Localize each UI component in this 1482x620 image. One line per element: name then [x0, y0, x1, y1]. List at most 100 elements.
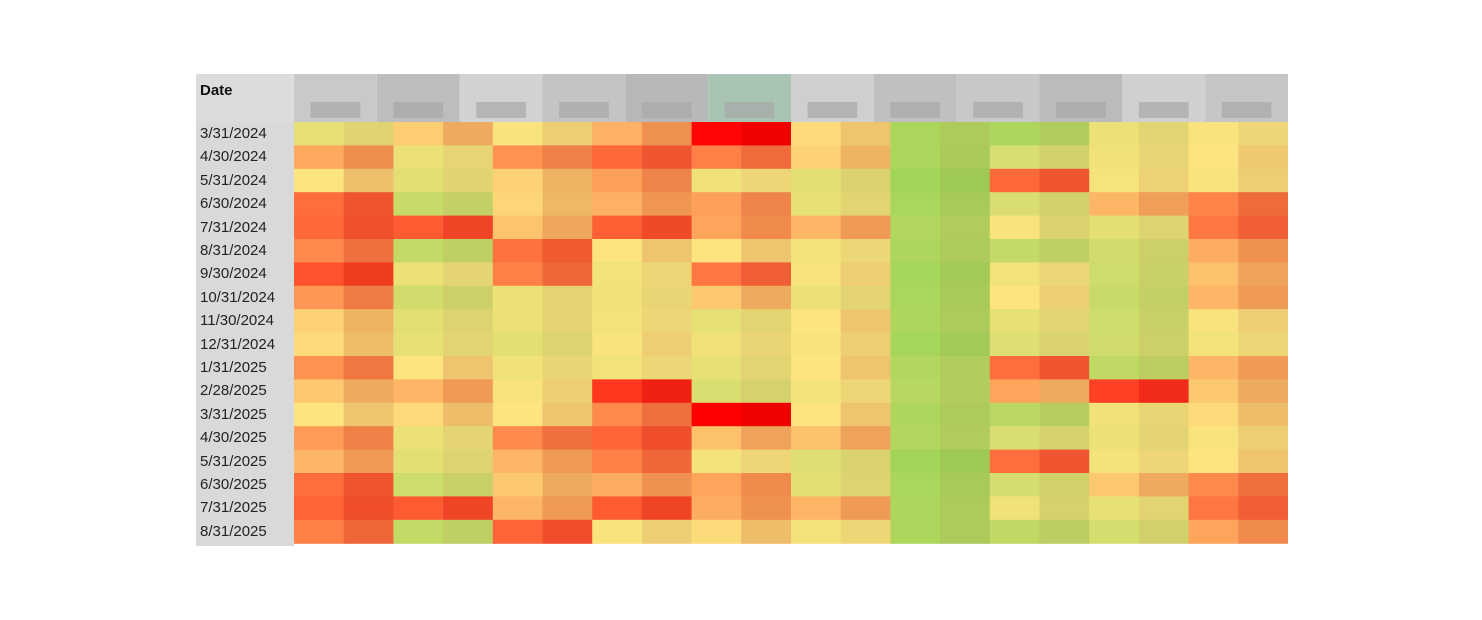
heatmap-cell-shade — [542, 309, 593, 334]
heatmap-cell-shade — [1238, 309, 1288, 334]
heatmap-cell — [1188, 473, 1239, 497]
heatmap-cell — [1089, 168, 1140, 193]
heatmap-cell — [791, 356, 842, 380]
heatmap-cell — [294, 168, 345, 193]
heatmap-cell — [1188, 168, 1239, 193]
heatmap-cell-shade — [343, 192, 394, 217]
heatmap-cell — [890, 309, 941, 334]
heatmap-cell-shade — [1238, 122, 1288, 146]
heatmap-cell — [393, 239, 444, 263]
heatmap-cell — [1089, 379, 1140, 404]
heatmap-cell — [940, 309, 991, 334]
heatmap-cell — [1238, 402, 1288, 427]
heatmap-cell-shade — [443, 402, 494, 427]
heatmap-cell-shade — [741, 239, 792, 263]
heatmap-cell-shade — [940, 262, 991, 287]
heatmap-cell — [343, 426, 394, 451]
heatmap-cell-shade — [840, 379, 891, 404]
heatmap-cell — [840, 426, 891, 451]
heatmap-cell — [492, 309, 544, 334]
heatmap-cell — [1138, 426, 1190, 451]
heatmap-cell — [989, 145, 1041, 170]
heatmap-cell-shade — [741, 122, 792, 146]
heatmap-cell — [641, 215, 693, 240]
heatmap-cell — [691, 426, 742, 451]
heatmap-grid — [294, 74, 1288, 544]
heatmap-cell — [343, 122, 394, 146]
row-date-label: 2/28/2025 — [200, 382, 267, 400]
heatmap-cell-shade — [840, 332, 891, 357]
heatmap-cell — [641, 402, 693, 427]
heatmap-cell-shade — [542, 402, 593, 427]
heatmap-cell — [890, 449, 941, 474]
heatmap-cell — [343, 145, 394, 170]
heatmap-cell-shade — [1039, 215, 1090, 240]
heatmap-cell — [393, 402, 444, 427]
heatmap-cell — [840, 473, 891, 497]
heatmap-cell — [542, 192, 593, 217]
heatmap-cell — [294, 309, 345, 334]
heatmap-cell — [443, 426, 494, 451]
heatmap-cell-shade — [1039, 449, 1090, 474]
heatmap-cell — [294, 285, 345, 310]
heatmap-cell — [542, 285, 593, 310]
heatmap-cell — [592, 402, 643, 427]
heatmap-cell-shade — [840, 473, 891, 497]
heatmap-cell — [294, 473, 345, 497]
heatmap-cell — [1238, 519, 1288, 544]
heatmap-cell-shade — [343, 262, 394, 287]
heatmap-cell — [1089, 496, 1140, 521]
heatmap-cell — [592, 122, 643, 146]
heatmap-cell — [890, 496, 941, 521]
column-header-blurred-text — [1138, 102, 1189, 118]
heatmap-cell — [641, 262, 693, 287]
heatmap-cell — [343, 379, 394, 404]
heatmap-cell-shade — [1039, 379, 1090, 404]
heatmap-cell — [840, 145, 891, 170]
heatmap-cell — [940, 473, 991, 497]
heatmap-cell — [840, 168, 891, 193]
heatmap-cell-shade — [840, 145, 891, 170]
heatmap-cell-shade — [741, 145, 792, 170]
heatmap-cell — [592, 192, 643, 217]
heatmap-cell — [791, 496, 842, 521]
heatmap-cell-shade — [542, 262, 593, 287]
heatmap-cell — [592, 379, 643, 404]
heatmap-cell — [542, 309, 593, 334]
heatmap-cell — [592, 519, 643, 544]
heatmap-cell — [989, 379, 1041, 404]
heatmap-cell — [691, 496, 742, 521]
heatmap-cell-shade — [840, 168, 891, 193]
column-header-blurred-text — [641, 102, 692, 118]
heatmap-cell — [791, 519, 842, 544]
heatmap-cell — [1138, 215, 1190, 240]
heatmap-cell — [1089, 449, 1140, 474]
heatmap-cell-shade — [343, 473, 394, 497]
heatmap-cell — [1188, 145, 1239, 170]
heatmap-cell — [443, 332, 494, 357]
heatmap-cell — [1039, 332, 1090, 357]
heatmap-cell — [791, 449, 842, 474]
heatmap-cell — [890, 379, 941, 404]
heatmap-cell — [542, 449, 593, 474]
heatmap-cell — [791, 402, 842, 427]
heatmap-cell-shade — [443, 168, 494, 193]
heatmap-cell — [1138, 285, 1190, 310]
heatmap-cell — [641, 192, 693, 217]
heatmap-cell-shade — [940, 215, 991, 240]
row-date-label: 6/30/2025 — [200, 476, 267, 493]
heatmap-cell — [542, 262, 593, 287]
heatmap-cell-shade — [1138, 309, 1190, 334]
heatmap-cell-shade — [940, 239, 991, 263]
heatmap-cell — [443, 496, 494, 521]
heatmap-cell-shade — [940, 379, 991, 404]
heatmap-cell-shade — [940, 145, 991, 170]
heatmap-cell — [1089, 262, 1140, 287]
heatmap-cell — [1138, 356, 1190, 380]
heatmap-cell — [989, 449, 1041, 474]
heatmap-cell — [741, 145, 792, 170]
heatmap-cell — [1039, 145, 1090, 170]
heatmap-cell — [641, 356, 693, 380]
heatmap-cell — [641, 168, 693, 193]
heatmap-cell-shade — [940, 426, 991, 451]
